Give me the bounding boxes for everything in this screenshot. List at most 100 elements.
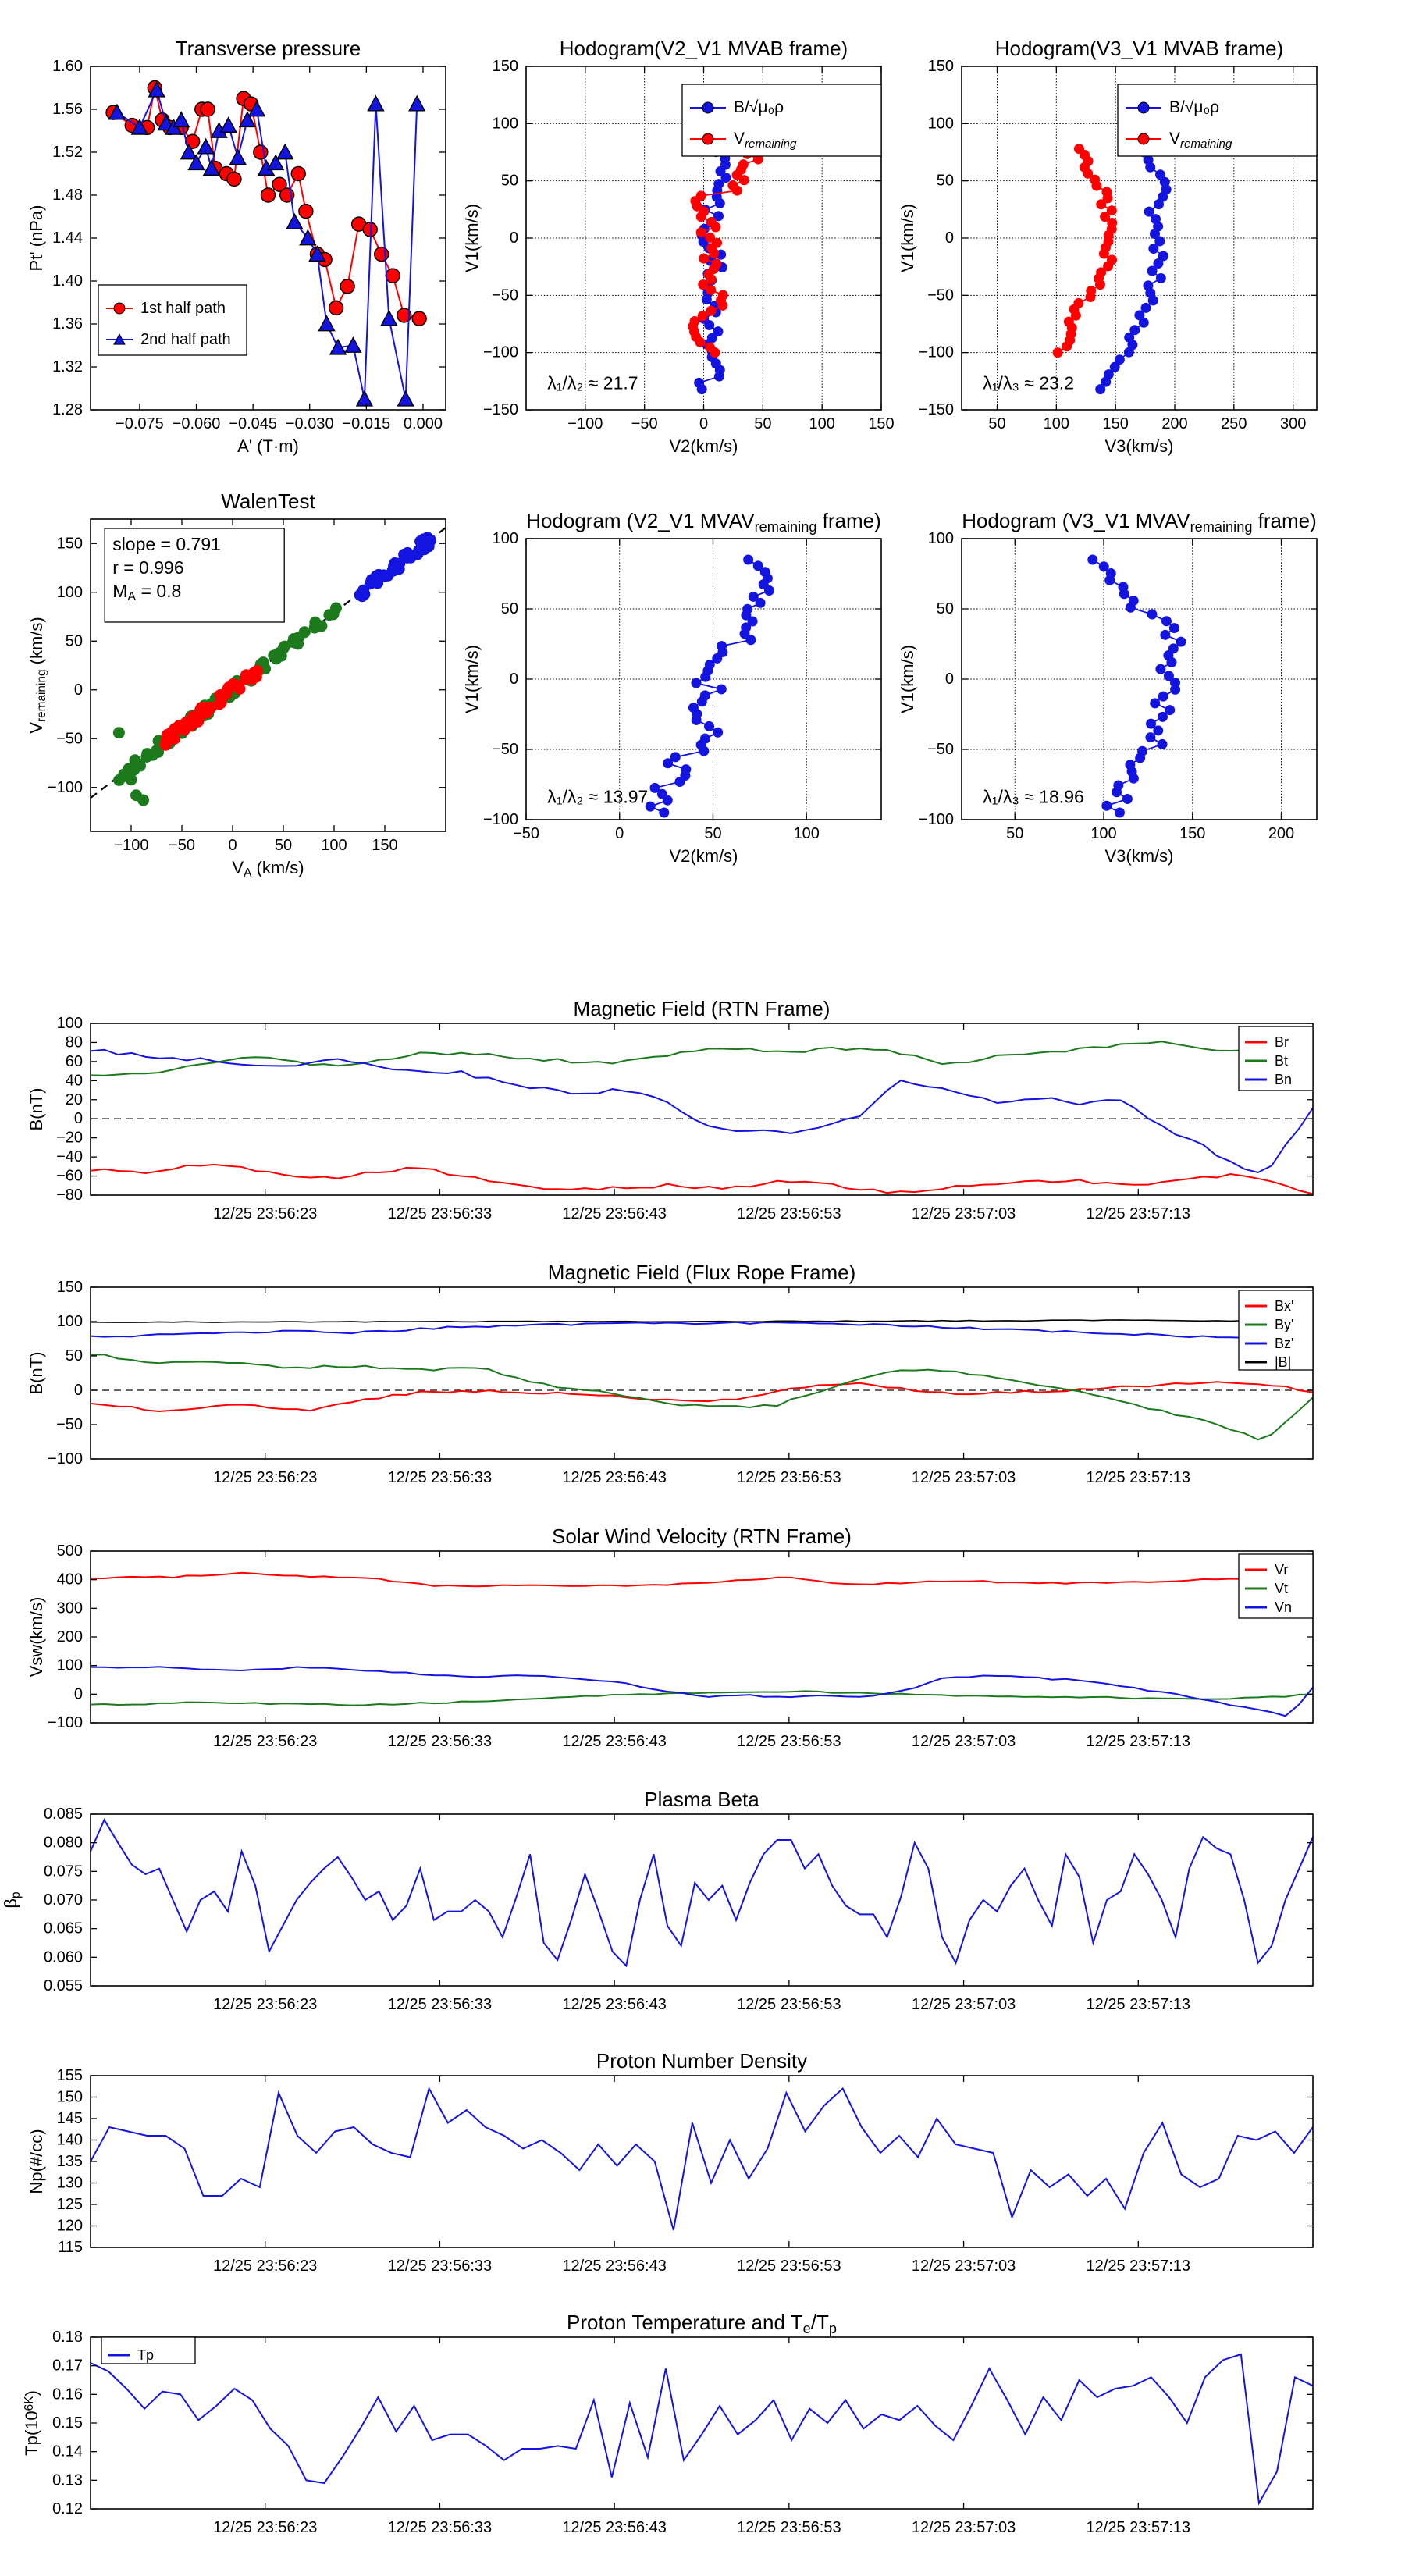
svg-text:100: 100	[928, 530, 954, 547]
svg-text:100: 100	[794, 825, 820, 842]
svg-text:0.075: 0.075	[44, 1863, 83, 1880]
svg-text:r = 0.996: r = 0.996	[112, 557, 183, 578]
svg-text:150: 150	[1102, 415, 1128, 432]
svg-text:12/25 23:56:23: 12/25 23:56:23	[213, 1996, 317, 2013]
svg-text:0: 0	[74, 1110, 83, 1127]
svg-text:−100: −100	[48, 779, 83, 796]
svg-text:−100: −100	[483, 344, 518, 361]
svg-text:12/25 23:56:23: 12/25 23:56:23	[213, 1469, 317, 1486]
svg-text:Bt: Bt	[1275, 1053, 1288, 1069]
svg-text:12/25 23:56:53: 12/25 23:56:53	[737, 1733, 841, 1750]
svg-text:Vsw(km/s): Vsw(km/s)	[27, 1597, 46, 1678]
svg-text:12/25 23:56:43: 12/25 23:56:43	[562, 2258, 666, 2275]
svg-text:50: 50	[937, 173, 954, 190]
svg-text:Tp: Tp	[137, 2347, 154, 2363]
svg-text:12/25 23:57:13: 12/25 23:57:13	[1087, 1733, 1190, 1750]
svg-text:By': By'	[1275, 1317, 1293, 1332]
svg-text:−80: −80	[56, 1187, 83, 1204]
svg-text:0: 0	[228, 837, 237, 854]
svg-text:50: 50	[275, 837, 292, 854]
svg-text:12/25 23:56:43: 12/25 23:56:43	[562, 1469, 666, 1486]
svg-text:12/25 23:56:33: 12/25 23:56:33	[388, 2519, 492, 2536]
svg-text:Proton Temperature and Te/Tp: Proton Temperature and Te/Tp	[567, 2311, 837, 2336]
svg-text:150: 150	[1179, 825, 1205, 842]
svg-text:Transverse pressure: Transverse pressure	[176, 37, 361, 60]
svg-text:0.080: 0.080	[44, 1834, 83, 1852]
svg-text:−50: −50	[492, 286, 518, 304]
svg-text:100: 100	[1044, 415, 1069, 432]
svg-text:0: 0	[74, 681, 83, 699]
svg-text:250: 250	[1221, 415, 1247, 432]
svg-text:0.055: 0.055	[44, 1977, 83, 1994]
svg-text:−50: −50	[631, 415, 658, 432]
svg-text:1.44: 1.44	[52, 229, 83, 247]
svg-text:12/25 23:56:33: 12/25 23:56:33	[388, 2258, 492, 2275]
svg-text:Vremaining (km/s): Vremaining (km/s)	[27, 617, 48, 733]
svg-text:0: 0	[615, 825, 624, 842]
svg-text:Hodogram (V3_V1 MVAVremaining: Hodogram (V3_V1 MVAVremaining frame)	[962, 509, 1317, 535]
svg-text:50: 50	[704, 825, 721, 842]
svg-text:−50: −50	[56, 730, 83, 747]
svg-text:βp: βp	[1, 1891, 23, 1908]
svg-text:0: 0	[74, 1382, 83, 1399]
svg-text:WalenTest: WalenTest	[221, 489, 315, 513]
svg-text:12/25 23:57:03: 12/25 23:57:03	[912, 1469, 1016, 1486]
svg-text:12/25 23:56:33: 12/25 23:56:33	[388, 1469, 492, 1486]
svg-text:12/25 23:57:13: 12/25 23:57:13	[1087, 2519, 1190, 2536]
svg-text:500: 500	[57, 1542, 83, 1560]
svg-text:0: 0	[74, 1685, 83, 1703]
svg-text:Hodogram(V3_V1 MVAB frame): Hodogram(V3_V1 MVAB frame)	[995, 37, 1283, 60]
svg-text:−0.060: −0.060	[173, 415, 221, 432]
svg-text:−150: −150	[483, 401, 518, 418]
svg-text:1.52: 1.52	[52, 144, 83, 161]
svg-text:1.36: 1.36	[52, 315, 83, 333]
svg-text:Plasma Beta: Plasma Beta	[644, 1788, 759, 1811]
svg-text:Bn: Bn	[1275, 1072, 1292, 1087]
svg-text:MA = 0.8: MA = 0.8	[112, 581, 181, 603]
svg-text:50: 50	[988, 415, 1005, 432]
svg-text:λ₁/λ₃ ≈ 23.2: λ₁/λ₃ ≈ 23.2	[983, 373, 1074, 393]
svg-text:100: 100	[1090, 825, 1116, 842]
svg-text:12/25 23:57:13: 12/25 23:57:13	[1087, 1469, 1190, 1486]
svg-text:A' (T·m): A' (T·m)	[237, 436, 299, 456]
svg-text:125: 125	[57, 2196, 83, 2213]
svg-text:B(nT): B(nT)	[27, 1088, 46, 1131]
svg-text:50: 50	[937, 600, 954, 617]
svg-text:0: 0	[699, 415, 708, 432]
svg-text:−100: −100	[113, 837, 148, 854]
svg-text:V2(km/s): V2(km/s)	[670, 436, 738, 456]
svg-text:150: 150	[57, 535, 83, 552]
svg-text:V2(km/s): V2(km/s)	[670, 846, 738, 866]
svg-text:Bx': Bx'	[1275, 1298, 1293, 1314]
svg-text:0.065: 0.065	[44, 1920, 83, 1937]
svg-text:12/25 23:56:53: 12/25 23:56:53	[737, 2519, 841, 2536]
svg-text:−100: −100	[48, 1450, 83, 1468]
svg-text:V3(km/s): V3(km/s)	[1105, 846, 1174, 866]
svg-text:100: 100	[493, 115, 518, 132]
svg-text:V1(km/s): V1(km/s)	[462, 204, 482, 272]
svg-text:0: 0	[510, 229, 518, 247]
svg-text:12/25 23:56:43: 12/25 23:56:43	[562, 2519, 666, 2536]
svg-text:−100: −100	[483, 811, 518, 828]
svg-text:12/25 23:56:33: 12/25 23:56:33	[388, 1996, 492, 2013]
svg-text:200: 200	[1161, 415, 1187, 432]
svg-text:12/25 23:57:13: 12/25 23:57:13	[1087, 1205, 1190, 1222]
svg-text:0.15: 0.15	[52, 2414, 83, 2432]
svg-text:12/25 23:56:43: 12/25 23:56:43	[562, 1996, 666, 2013]
svg-text:200: 200	[57, 1628, 83, 1646]
svg-text:150: 150	[928, 58, 954, 75]
svg-text:1.60: 1.60	[52, 58, 83, 75]
svg-text:λ₁/λ₃ ≈ 18.96: λ₁/λ₃ ≈ 18.96	[983, 786, 1083, 806]
svg-text:−50: −50	[927, 741, 954, 758]
svg-text:|B|: |B|	[1275, 1354, 1291, 1370]
svg-text:12/25 23:56:53: 12/25 23:56:53	[737, 2258, 841, 2275]
svg-text:100: 100	[928, 115, 954, 132]
svg-text:12/25 23:56:53: 12/25 23:56:53	[737, 1469, 841, 1486]
svg-text:40: 40	[66, 1072, 83, 1089]
svg-text:−100: −100	[48, 1714, 83, 1731]
svg-text:λ₁/λ₂ ≈ 13.97: λ₁/λ₂ ≈ 13.97	[547, 786, 648, 806]
svg-text:1.28: 1.28	[52, 401, 83, 418]
svg-text:200: 200	[1268, 825, 1294, 842]
svg-text:−20: −20	[56, 1130, 83, 1147]
svg-text:12/25 23:56:33: 12/25 23:56:33	[388, 1733, 492, 1750]
